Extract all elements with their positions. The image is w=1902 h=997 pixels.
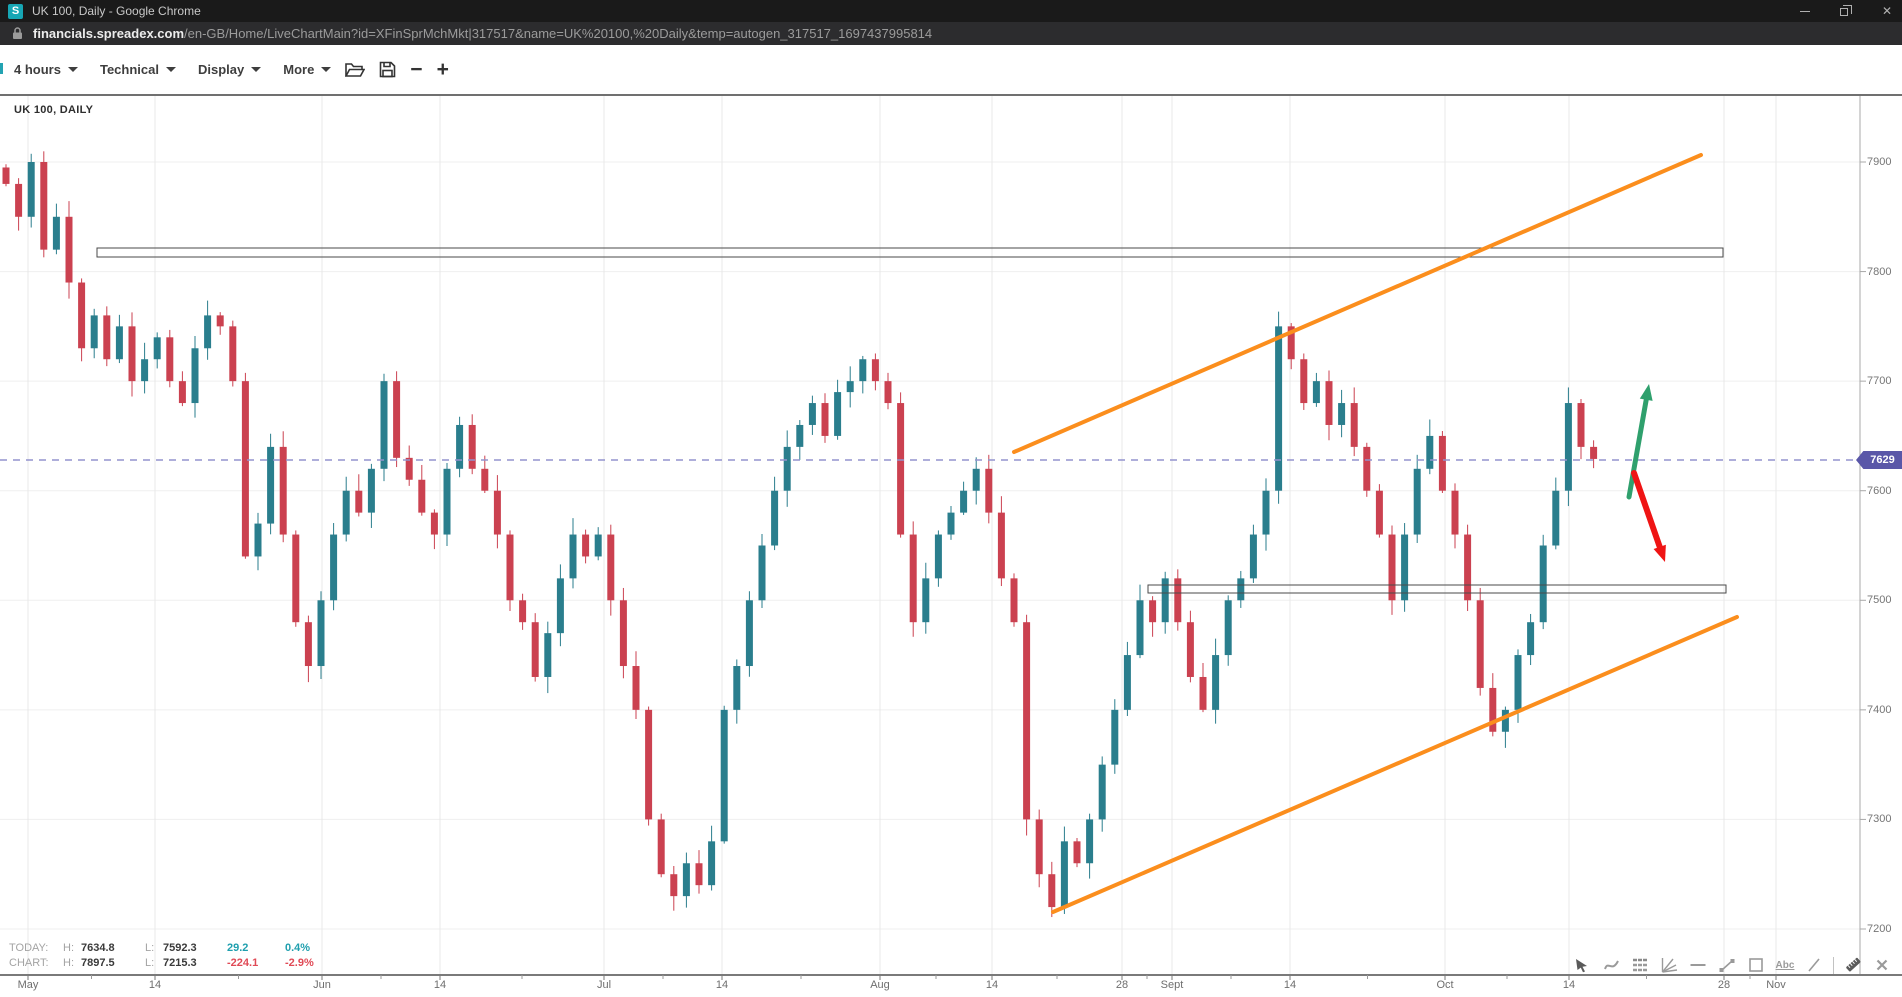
palette-separator xyxy=(1833,956,1834,974)
fan-lines-tool-icon[interactable] xyxy=(1659,955,1679,975)
horizontal-line-tool-icon[interactable] xyxy=(1688,955,1708,975)
spreadex-logo-icon: S xyxy=(8,3,23,19)
time-tick-label: 14 xyxy=(985,979,999,991)
stats-row-today: TODAY: H: 7634.8 L: 7592.3 29.2 0.4% xyxy=(9,941,331,956)
chart-title: UK 100, DAILY xyxy=(14,104,94,116)
high-value: 7897.5 xyxy=(81,957,115,969)
url-bar[interactable]: financials.spreadex.com/en-GB/Home/LiveC… xyxy=(0,22,1902,45)
chart-stats: TODAY: H: 7634.8 L: 7592.3 29.2 0.4% CHA… xyxy=(9,941,331,971)
url-domain: financials.spreadex.com xyxy=(33,26,185,41)
time-tick-label: May xyxy=(17,979,39,991)
more-label: More xyxy=(283,62,315,77)
technical-dropdown[interactable]: Technical xyxy=(100,62,176,77)
stats-label: CHART: xyxy=(9,957,49,969)
stats-row-chart: CHART: H: 7897.5 L: 7215.3 -224.1 -2.9% xyxy=(9,956,331,971)
zoom-in-button[interactable]: + xyxy=(436,57,449,81)
lock-icon xyxy=(12,27,23,40)
more-dropdown[interactable]: More xyxy=(283,62,332,77)
time-tick-label: Jul xyxy=(596,979,612,991)
time-tick-label: Oct xyxy=(1436,979,1454,991)
window-controls: ✕ xyxy=(1796,0,1896,22)
time-tick-label: Nov xyxy=(1766,979,1786,991)
restore-icon[interactable] xyxy=(1840,5,1852,17)
close-icon[interactable]: ✕ xyxy=(1881,4,1893,18)
chevron-down-icon xyxy=(165,67,176,72)
rectangle-tool-icon[interactable] xyxy=(1746,955,1766,975)
display-label: Display xyxy=(197,62,245,77)
time-tick-label: 14 xyxy=(1283,979,1297,991)
price-tick-label: 7800 xyxy=(1867,265,1892,278)
price-tick-label: 7200 xyxy=(1867,922,1892,935)
line-tool-icon[interactable] xyxy=(1804,955,1824,975)
price-tick-label: 7700 xyxy=(1867,375,1892,388)
delete-drawing-icon[interactable] xyxy=(1872,955,1892,975)
time-tick-label: 14 xyxy=(433,979,447,991)
candlestick-chart[interactable] xyxy=(0,96,1902,997)
display-dropdown[interactable]: Display xyxy=(197,62,262,77)
timeframe-dropdown[interactable]: 4 hours xyxy=(14,62,78,77)
url-text: financials.spreadex.com/en-GB/Home/LiveC… xyxy=(33,26,932,41)
low-label: L: xyxy=(145,942,155,954)
time-tick-label: 14 xyxy=(1562,979,1576,991)
time-tick-label: 14 xyxy=(148,979,162,991)
time-tick-label: 28 xyxy=(1115,979,1129,991)
technical-label: Technical xyxy=(99,62,159,77)
open-folder-icon[interactable] xyxy=(345,62,366,78)
price-tick-label: 7600 xyxy=(1867,484,1892,497)
chart-area[interactable]: UK 100, DAILY 7629 7900 7800 7700 7600 7500 7… xyxy=(0,96,1902,997)
low-value: 7215.3 xyxy=(163,957,197,969)
toolbar-edge-accent xyxy=(0,63,3,74)
trend-line-tool-icon[interactable] xyxy=(1717,955,1737,975)
text-tool-icon[interactable]: Abc xyxy=(1775,959,1795,971)
chevron-down-icon xyxy=(251,67,262,72)
time-tick-label: 28 xyxy=(1717,979,1731,991)
change-percent: 0.4% xyxy=(285,942,311,954)
time-tick-label: 14 xyxy=(715,979,729,991)
time-tick-label: Sept xyxy=(1160,979,1184,991)
change-value: -224.1 xyxy=(227,957,259,969)
stats-label: TODAY: xyxy=(9,942,49,954)
timeframe-label: 4 hours xyxy=(14,62,61,77)
titlebar: S UK 100, Daily - Google Chrome ✕ xyxy=(0,0,1902,22)
price-tick-label: 7400 xyxy=(1867,703,1892,716)
cursor-icon[interactable] xyxy=(1572,955,1592,975)
time-tick-label: Aug xyxy=(870,979,890,991)
chevron-down-icon xyxy=(67,67,78,72)
zoom-out-button[interactable]: − xyxy=(410,57,423,81)
price-tick-label: 7900 xyxy=(1867,156,1892,168)
change-value: 29.2 xyxy=(227,942,249,954)
high-label: H: xyxy=(63,957,74,969)
current-price-badge: 7629 xyxy=(1856,451,1902,469)
low-label: L: xyxy=(145,957,155,969)
chevron-down-icon xyxy=(321,67,332,72)
price-tick-label: 7300 xyxy=(1867,813,1892,826)
price-tick-label: 7500 xyxy=(1867,594,1892,607)
url-path: /en-GB/Home/LiveChartMain?id=XFinSprMchM… xyxy=(184,26,933,41)
chart-toolbar: 4 hours Technical Display More − + xyxy=(0,45,1902,96)
minimize-icon[interactable] xyxy=(1796,4,1814,18)
change-percent: -2.9% xyxy=(285,957,314,969)
low-value: 7592.3 xyxy=(163,942,197,954)
curve-tool-icon[interactable] xyxy=(1601,955,1621,975)
ruler-icon[interactable] xyxy=(1843,955,1863,975)
window-title: UK 100, Daily - Google Chrome xyxy=(32,4,201,18)
high-label: H: xyxy=(63,942,74,954)
time-tick-label: Jun xyxy=(313,979,331,991)
drawing-toolbar: Abc xyxy=(1572,952,1892,978)
save-icon[interactable] xyxy=(379,61,396,78)
table-tool-icon[interactable] xyxy=(1630,955,1650,975)
high-value: 7634.8 xyxy=(81,942,115,954)
